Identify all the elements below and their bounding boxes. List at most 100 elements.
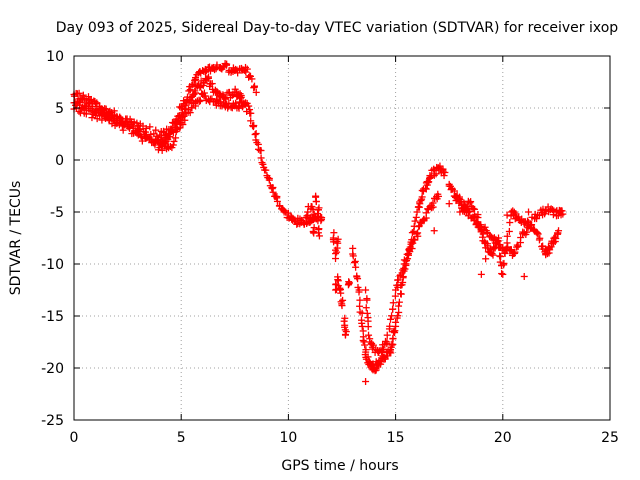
data-point	[100, 111, 108, 119]
data-point	[445, 200, 453, 208]
data-point	[232, 99, 240, 107]
data-point	[124, 123, 132, 131]
data-point	[509, 207, 517, 215]
data-point	[414, 229, 422, 237]
data-point	[258, 159, 266, 167]
data-point	[186, 86, 194, 94]
data-point	[503, 232, 511, 240]
data-point	[304, 214, 312, 222]
data-point	[358, 322, 366, 330]
data-point	[247, 117, 255, 125]
data-point	[394, 312, 402, 320]
data-point	[252, 88, 260, 96]
data-points	[70, 60, 567, 386]
x-axis-label: GPS time / hours	[281, 458, 398, 474]
data-point	[181, 116, 189, 124]
data-point	[93, 99, 101, 107]
data-point	[82, 110, 90, 118]
data-point	[250, 122, 258, 130]
data-point	[525, 208, 533, 216]
data-point	[315, 225, 323, 233]
data-point	[412, 213, 420, 221]
data-point	[195, 98, 203, 106]
data-point	[359, 327, 367, 335]
data-point	[547, 243, 555, 251]
data-point	[204, 74, 212, 82]
data-point	[507, 246, 515, 254]
data-point	[332, 280, 340, 288]
data-point	[534, 230, 542, 238]
data-point	[536, 234, 544, 242]
data-point	[417, 196, 425, 204]
data-point	[116, 113, 124, 121]
data-point	[257, 147, 265, 155]
data-point	[511, 248, 519, 256]
data-point	[516, 239, 524, 247]
data-point	[526, 224, 534, 232]
data-point	[190, 90, 198, 98]
data-point	[250, 83, 258, 91]
data-point	[467, 198, 475, 206]
y-tick-label: -20	[41, 361, 64, 377]
data-point	[360, 338, 368, 346]
data-point	[506, 247, 514, 255]
data-point	[169, 141, 177, 149]
data-point	[395, 302, 403, 310]
data-point	[397, 290, 405, 298]
data-point	[315, 232, 323, 240]
data-point	[392, 318, 400, 326]
data-point	[413, 208, 421, 216]
data-point	[98, 116, 106, 124]
data-point	[391, 327, 399, 335]
data-point	[496, 241, 504, 249]
data-point	[354, 275, 362, 283]
data-point	[387, 315, 395, 323]
data-point	[441, 168, 449, 176]
x-tick-label: 5	[177, 430, 186, 446]
data-point	[481, 223, 489, 231]
data-point	[78, 105, 86, 113]
data-point	[555, 227, 563, 235]
chart-title: Day 093 of 2025, Sidereal Day-to-day VTE…	[56, 20, 619, 36]
data-point	[355, 288, 363, 296]
y-tick-label: -15	[41, 309, 64, 325]
data-point	[482, 255, 490, 263]
data-point	[251, 131, 259, 139]
data-point	[257, 154, 265, 162]
data-point	[533, 229, 541, 237]
data-point	[461, 201, 469, 209]
data-point	[422, 185, 430, 193]
y-tick-label: -5	[50, 205, 64, 221]
data-point	[469, 205, 477, 213]
axis-ticks	[73, 55, 611, 421]
data-point	[243, 65, 251, 73]
data-point	[183, 93, 191, 101]
data-point	[361, 341, 369, 349]
plot-frame	[73, 55, 611, 421]
data-point	[280, 207, 288, 215]
data-point	[395, 308, 403, 316]
data-point	[430, 227, 438, 235]
data-point	[364, 323, 372, 331]
data-point	[559, 210, 567, 218]
data-point	[336, 284, 344, 292]
data-point	[466, 199, 474, 207]
data-point	[85, 106, 93, 114]
data-point	[119, 126, 127, 134]
data-point	[523, 228, 531, 236]
data-point	[126, 124, 134, 132]
data-point	[500, 259, 508, 267]
data-point	[318, 215, 326, 223]
data-point	[394, 276, 402, 284]
data-point	[498, 270, 506, 278]
data-point	[102, 105, 110, 113]
data-point	[341, 330, 349, 338]
data-point	[505, 227, 513, 235]
x-tick-labels: 0 5 10 15 20 25	[70, 430, 619, 446]
data-point	[362, 304, 370, 312]
data-point	[432, 170, 440, 178]
data-point	[460, 199, 468, 207]
data-point	[179, 121, 187, 129]
data-point	[440, 172, 448, 180]
data-point	[151, 141, 159, 149]
